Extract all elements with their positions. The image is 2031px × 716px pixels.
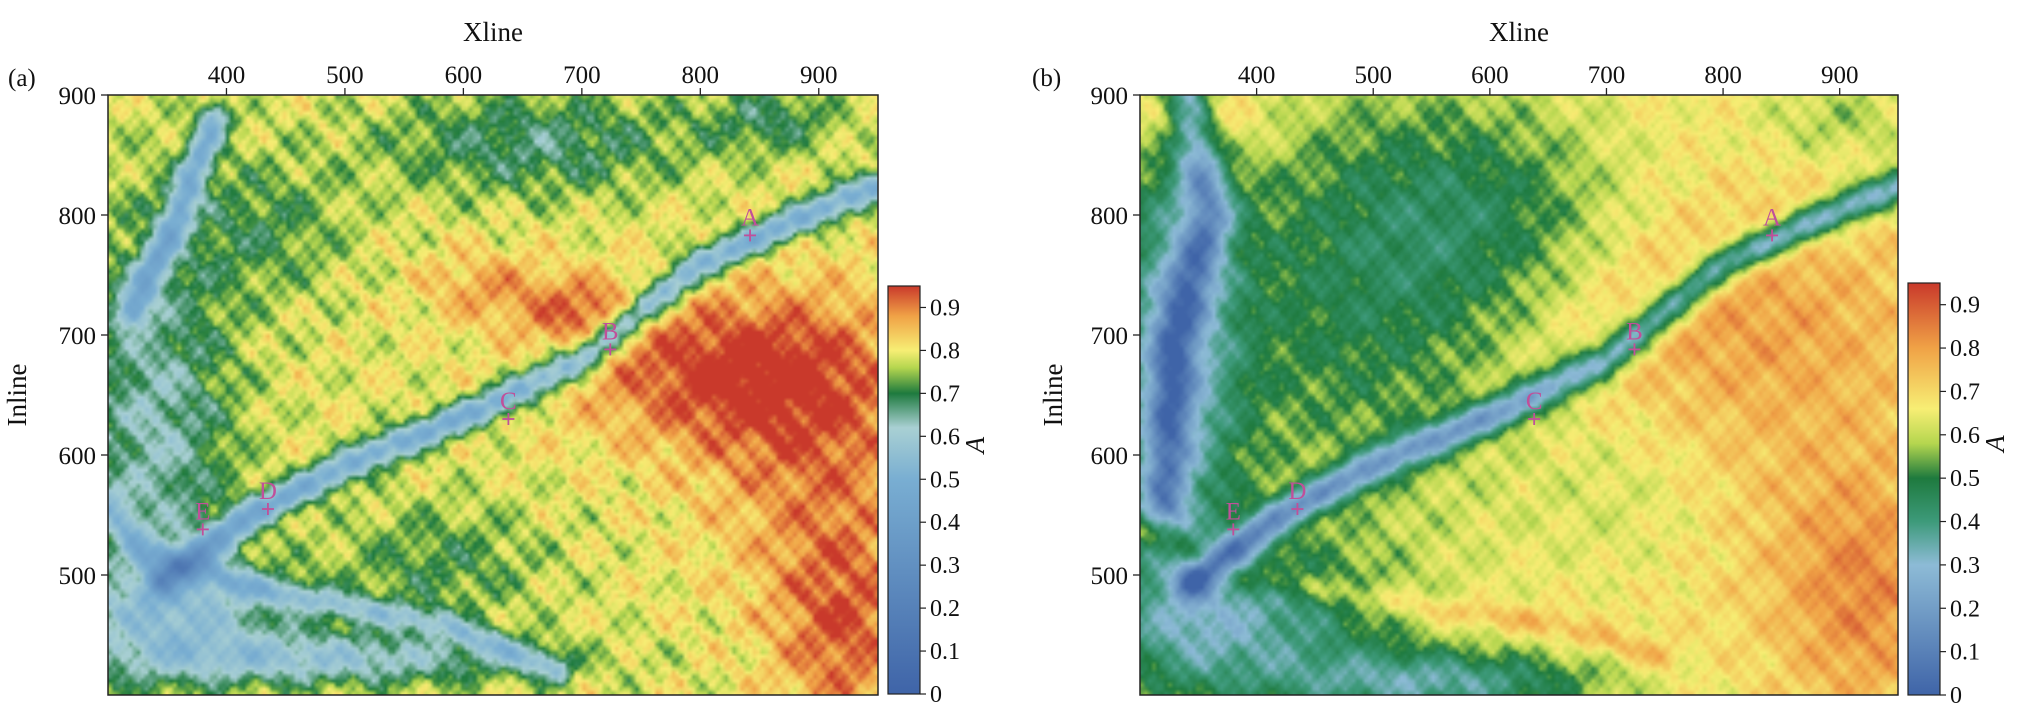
heatmap-chart-a: 400 500 600 700 800 900 900 800 700 600 500 Xline In… <box>2 17 990 708</box>
well-marker-c: C <box>1526 388 1543 425</box>
colorbar-tick-label: 0.5 <box>930 467 960 493</box>
well-label: E <box>195 498 210 525</box>
well-marker-c: C <box>500 388 517 425</box>
y-tick-label: 900 <box>1091 83 1129 110</box>
well-label: D <box>259 478 277 505</box>
panel-label: (b) <box>1032 65 1061 92</box>
colorbar <box>887 285 921 695</box>
colorbar-tick-label: 0.9 <box>1950 293 1980 319</box>
colorbar-tick-label: 0.2 <box>1950 596 1980 622</box>
y-axis-label: Inline <box>2 363 32 426</box>
heatmap-raster <box>1140 95 1898 695</box>
colorbar-tick-label: 0.3 <box>930 553 960 579</box>
colorbar-tick-label: 0.6 <box>1950 423 1980 449</box>
colorbar-tick-label: 0.6 <box>930 424 960 450</box>
x-tick-label: 900 <box>800 62 838 89</box>
well-label: A <box>741 204 759 231</box>
colorbar-label: A <box>1980 435 2010 454</box>
colorbar-tick-label: 0 <box>1950 683 1962 709</box>
heatmap-chart-b: 400 500 600 700 800 900 900 800 700 600 500 Xline In… <box>1032 17 2010 709</box>
x-axis-label: Xline <box>463 17 523 47</box>
colorbar-tick-label: 0.1 <box>930 639 960 665</box>
x-axis-label: Xline <box>1489 17 1549 47</box>
well-label: C <box>1526 388 1543 415</box>
y-tick-label: 500 <box>1091 563 1129 590</box>
colorbar-label: A <box>960 436 990 455</box>
x-tick-label: 800 <box>682 62 720 89</box>
well-marker-a: A <box>1763 204 1781 242</box>
well-label: C <box>500 388 517 415</box>
x-tick-label: 700 <box>563 62 601 89</box>
x-tick-label: 500 <box>326 62 364 89</box>
colorbar-tick-label: 0.2 <box>930 596 960 622</box>
colorbar-tick-label: 0.9 <box>930 295 960 321</box>
well-label: B <box>1626 318 1643 345</box>
x-tick-label: 400 <box>208 62 246 89</box>
colorbar-tick-label: 0.7 <box>1950 379 1980 405</box>
colorbar-tick-label: 0.8 <box>930 338 960 364</box>
colorbar-tick-label: 0.7 <box>930 381 960 407</box>
plot-frame <box>107 94 879 696</box>
well-marker-e: E <box>1226 498 1241 536</box>
heatmap-raster <box>108 95 878 695</box>
well-marker-b: B <box>602 318 619 356</box>
well-marker-b: B <box>1626 318 1643 356</box>
plot-frame <box>1139 94 1899 696</box>
y-tick-label: 800 <box>1091 203 1129 230</box>
x-tick-label: 600 <box>445 62 483 89</box>
y-tick-label: 800 <box>59 203 97 230</box>
panel-label: (a) <box>8 65 36 92</box>
well-marker-a: A <box>741 204 759 242</box>
well-label: A <box>1763 204 1781 231</box>
y-tick-label: 600 <box>1091 443 1129 470</box>
colorbar-tick-label: 0.3 <box>1950 553 1980 579</box>
well-label: E <box>1226 498 1241 525</box>
colorbar-tick-label: 0.4 <box>1950 510 1980 536</box>
well-label: B <box>602 318 619 345</box>
colorbar-tick-label: 0.4 <box>930 510 960 536</box>
well-label: D <box>1288 478 1306 505</box>
colorbar-tick-label: 0 <box>930 682 942 708</box>
x-tick-label: 400 <box>1238 62 1276 89</box>
colorbar-tick-label: 0.5 <box>1950 466 1980 492</box>
y-tick-label: 700 <box>1091 323 1129 350</box>
y-axis-label: Inline <box>1038 363 1068 426</box>
chart-panel-b: 400 500 600 700 800 900 900 800 700 600 500 Xline In… <box>1020 0 2031 716</box>
x-tick-label: 600 <box>1471 62 1509 89</box>
x-tick-label: 900 <box>1821 62 1859 89</box>
y-tick-label: 900 <box>59 83 97 110</box>
y-tick-label: 500 <box>59 563 97 590</box>
y-tick-label: 700 <box>59 323 97 350</box>
colorbar-tick-label: 0.8 <box>1950 336 1980 362</box>
y-tick-label: 600 <box>59 443 97 470</box>
x-tick-label: 800 <box>1704 62 1742 89</box>
chart-panel-a: 400 500 600 700 800 900 900 800 700 600 500 Xline In… <box>0 0 1010 716</box>
well-marker-d: D <box>1288 478 1306 515</box>
colorbar-tick-label: 0.1 <box>1950 640 1980 666</box>
well-marker-e: E <box>195 498 210 536</box>
well-marker-d: D <box>259 478 277 515</box>
x-tick-label: 700 <box>1588 62 1626 89</box>
colorbar <box>1907 282 1941 696</box>
x-tick-label: 500 <box>1354 62 1392 89</box>
